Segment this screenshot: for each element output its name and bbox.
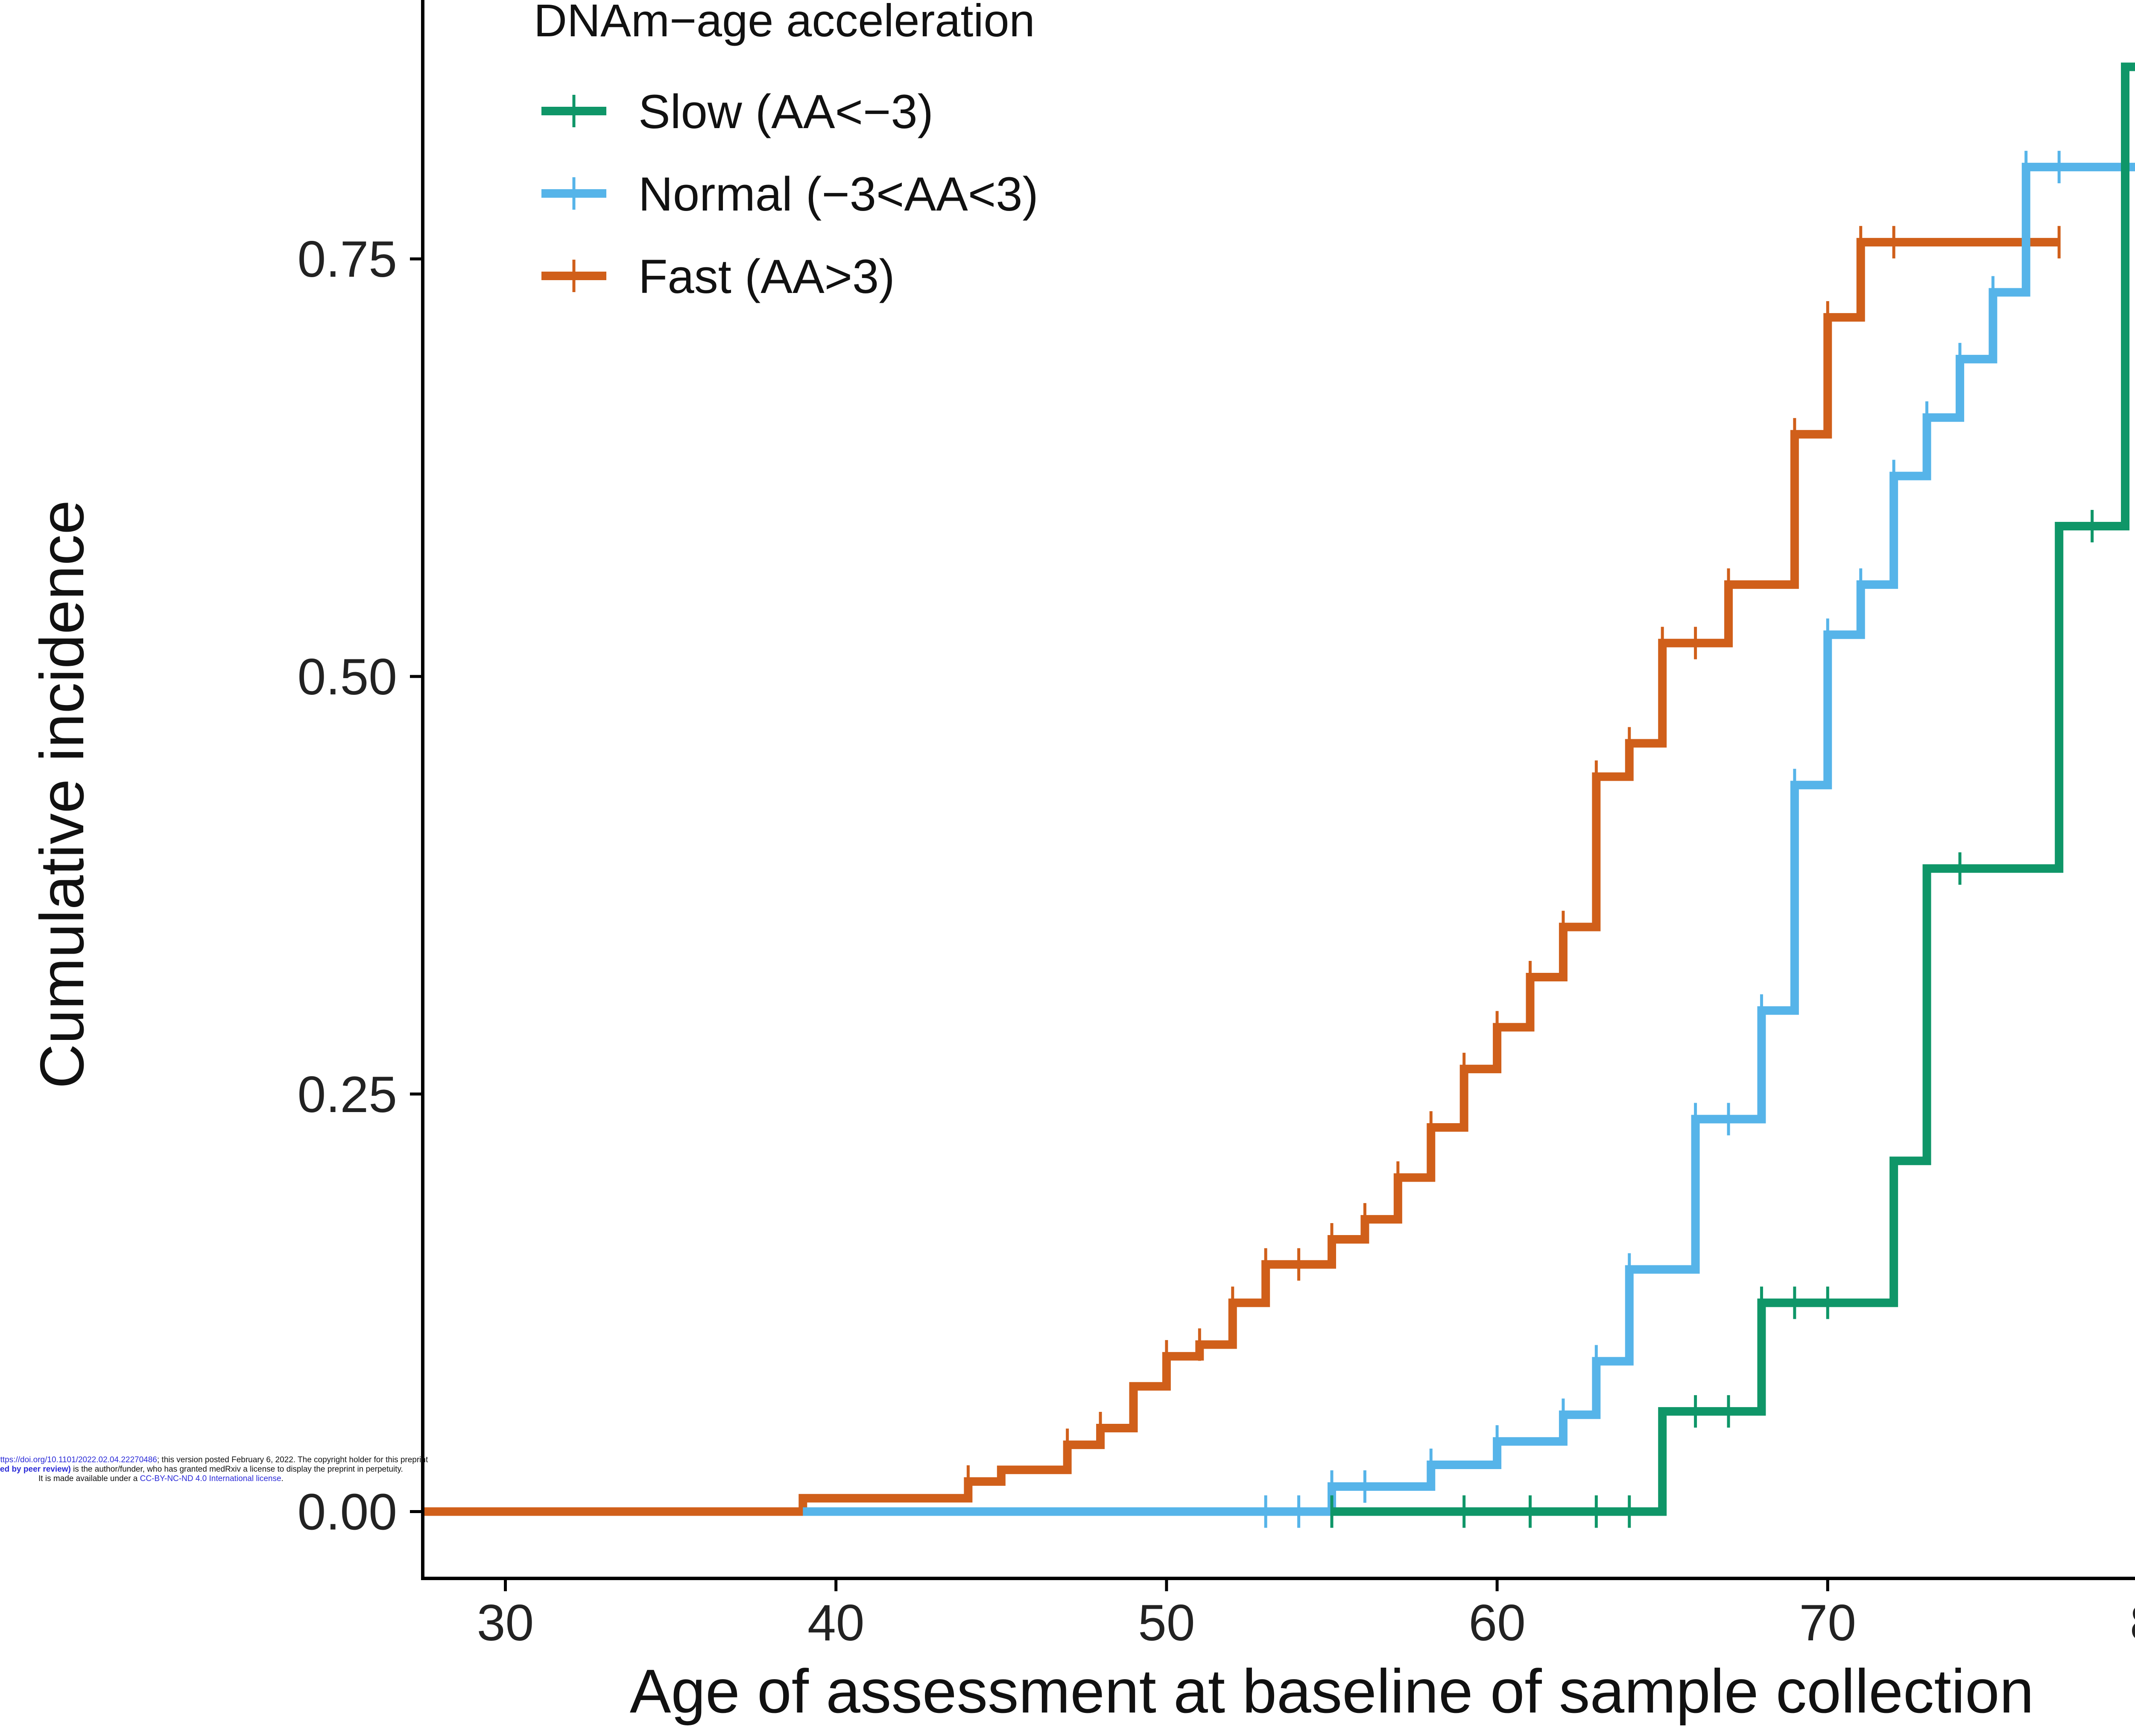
legend-item: Fast (AA>3) xyxy=(541,250,895,303)
ticks-layer: 30 40 50 60 70 80 0.00 0.25 0.50 0.75 xyxy=(297,231,2135,1651)
y-tick-label: 0.25 xyxy=(297,1066,397,1123)
x-tick-label: 40 xyxy=(807,1594,864,1651)
watermark-line-2: ed by peer review) is the author/funder,… xyxy=(0,1465,403,1474)
y-tick-label: 0.50 xyxy=(297,648,397,706)
legend-items: Slow (AA<−3) Normal (−3<AA<3) Fast (AA>3) xyxy=(541,85,1038,303)
watermark-doi-link[interactable]: https://doi.org/10.1101/2022.02.04.22270… xyxy=(0,1455,157,1464)
watermark-line-2-text: is the author/funder, who has granted me… xyxy=(70,1465,403,1474)
y-axis-label: Cumulative incidence xyxy=(27,500,97,1089)
x-tick-label: 60 xyxy=(1468,1594,1525,1651)
watermark-license-link[interactable]: CC-BY-NC-ND 4.0 International license xyxy=(140,1474,281,1483)
watermark-line-2-bold: ed by peer review) xyxy=(0,1465,71,1474)
series-0 xyxy=(1330,62,2135,1528)
y-tick-label: 0.00 xyxy=(297,1484,397,1541)
legend-title: DNAm−age acceleration xyxy=(534,0,1035,46)
series-2-step-line xyxy=(423,238,2059,1516)
x-tick-label: 80 xyxy=(2130,1594,2135,1651)
legend-item: Normal (−3<AA<3) xyxy=(541,167,1038,221)
y-tick-label: 0.75 xyxy=(297,231,397,288)
series-2 xyxy=(423,226,2061,1516)
x-tick-label: 50 xyxy=(1138,1594,1195,1651)
watermark-line-3-text: It is made available under a xyxy=(38,1474,140,1483)
watermark-line-3: It is made available under a CC-BY-NC-ND… xyxy=(38,1474,284,1484)
series-layer xyxy=(423,62,2135,1528)
series-0-step-line xyxy=(1332,62,2135,1516)
series-1 xyxy=(803,151,2135,1528)
legend: DNAm−age acceleration Slow (AA<−3) Normal… xyxy=(534,0,1038,303)
legend-label: Normal (−3<AA<3) xyxy=(638,167,1038,221)
x-axis-label: Age of assessment at baseline of sample … xyxy=(630,1657,2034,1726)
x-tick-label: 70 xyxy=(1799,1594,1856,1651)
axes-layer xyxy=(421,0,2135,1580)
watermark-line-1-text: ; this version posted February 6, 2022. … xyxy=(157,1455,428,1464)
watermark-line-1: https://doi.org/10.1101/2022.02.04.22270… xyxy=(0,1455,428,1465)
x-tick-label: 30 xyxy=(477,1594,534,1651)
series-1-step-line xyxy=(803,163,2135,1516)
legend-label: Slow (AA<−3) xyxy=(638,85,933,138)
legend-label: Fast (AA>3) xyxy=(638,250,895,303)
watermark-line-3-end: . xyxy=(281,1474,284,1483)
legend-item: Slow (AA<−3) xyxy=(541,85,933,138)
